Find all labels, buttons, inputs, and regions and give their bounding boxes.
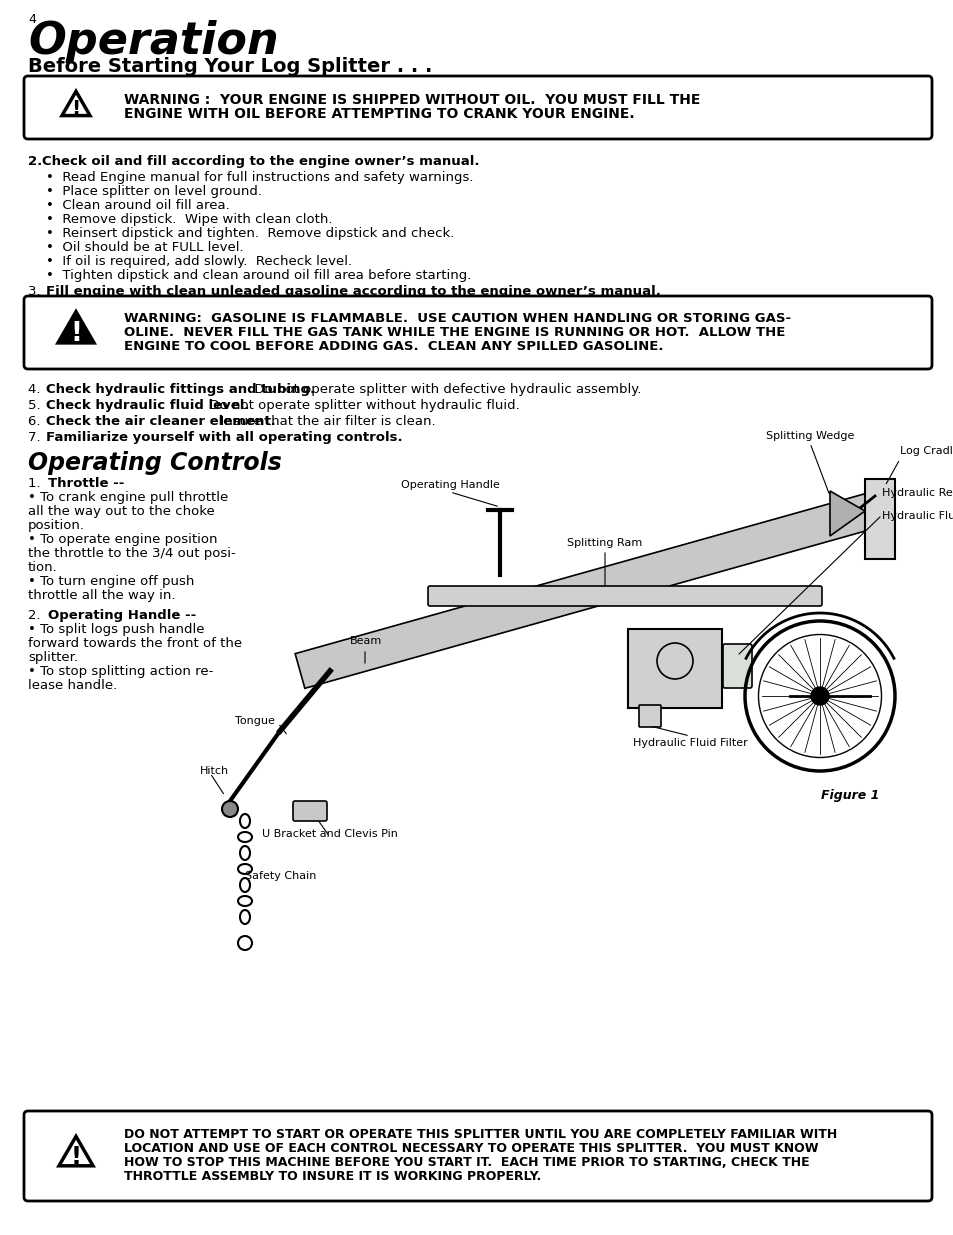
Polygon shape <box>59 1136 92 1166</box>
Text: •  Read Engine manual for full instructions and safety warnings.: • Read Engine manual for full instructio… <box>46 170 473 184</box>
Text: Check hydraulic fluid level.: Check hydraulic fluid level. <box>46 399 250 412</box>
Text: THROTTLE ASSEMBLY TO INSURE IT IS WORKING PROPERLY.: THROTTLE ASSEMBLY TO INSURE IT IS WORKIN… <box>124 1171 540 1183</box>
Text: ENGINE TO COOL BEFORE ADDING GAS.  CLEAN ANY SPILLED GASOLINE.: ENGINE TO COOL BEFORE ADDING GAS. CLEAN … <box>124 340 662 353</box>
FancyBboxPatch shape <box>293 802 327 821</box>
Text: forward towards the front of the: forward towards the front of the <box>28 637 242 650</box>
Text: Splitting Wedge: Splitting Wedge <box>765 431 853 441</box>
Text: •  If oil is required, add slowly.  Recheck level.: • If oil is required, add slowly. Rechec… <box>46 254 352 268</box>
Text: Hydraulic Fluid Reservoir: Hydraulic Fluid Reservoir <box>882 511 953 521</box>
Text: •  Tighten dipstick and clean around oil fill area before starting.: • Tighten dipstick and clean around oil … <box>46 269 471 282</box>
Text: all the way out to the choke: all the way out to the choke <box>28 505 214 517</box>
Text: Do not operate splitter with defective hydraulic assembly.: Do not operate splitter with defective h… <box>246 383 640 396</box>
Text: 2.: 2. <box>28 609 49 622</box>
Text: Fill engine with clean unleaded gasoline according to the engine owner’s manual.: Fill engine with clean unleaded gasoline… <box>46 285 660 298</box>
FancyBboxPatch shape <box>639 705 660 727</box>
Text: WARNING :  YOUR ENGINE IS SHIPPED WITHOUT OIL.  YOU MUST FILL THE: WARNING : YOUR ENGINE IS SHIPPED WITHOUT… <box>124 94 700 107</box>
Text: Hydraulic Fluid Filter: Hydraulic Fluid Filter <box>632 739 746 748</box>
Polygon shape <box>294 494 874 688</box>
Text: U Bracket and Clevis Pin: U Bracket and Clevis Pin <box>262 829 397 839</box>
Text: 5.: 5. <box>28 399 49 412</box>
Circle shape <box>222 802 237 818</box>
Text: 4: 4 <box>28 14 36 26</box>
Text: LOCATION AND USE OF EACH CONTROL NECESSARY TO OPERATE THIS SPLITTER.  YOU MUST K: LOCATION AND USE OF EACH CONTROL NECESSA… <box>124 1142 818 1156</box>
Text: •  Oil should be at FULL level.: • Oil should be at FULL level. <box>46 241 243 254</box>
Text: •  Remove dipstick.  Wipe with clean cloth.: • Remove dipstick. Wipe with clean cloth… <box>46 212 333 226</box>
Text: •  Reinsert dipstick and tighten.  Remove dipstick and check.: • Reinsert dipstick and tighten. Remove … <box>46 227 454 240</box>
Text: Check oil and fill according to the engine owner’s manual.: Check oil and fill according to the engi… <box>42 156 479 168</box>
Text: HOW TO STOP THIS MACHINE BEFORE YOU START IT.  EACH TIME PRIOR TO STARTING, CHEC: HOW TO STOP THIS MACHINE BEFORE YOU STAR… <box>124 1156 809 1170</box>
Text: Check the air cleaner element.: Check the air cleaner element. <box>46 415 275 429</box>
Text: splitter.: splitter. <box>28 651 78 664</box>
Polygon shape <box>58 311 94 343</box>
Text: tion.: tion. <box>28 561 58 574</box>
Text: 7.: 7. <box>28 431 49 445</box>
Text: Hydraulic Return Hose: Hydraulic Return Hose <box>882 488 953 498</box>
Text: •  Clean around oil fill area.: • Clean around oil fill area. <box>46 199 230 212</box>
FancyBboxPatch shape <box>864 479 894 559</box>
Text: Throttle --: Throttle -- <box>48 477 124 490</box>
Text: 3.: 3. <box>28 285 49 298</box>
Text: !: ! <box>71 99 81 119</box>
Text: Safety Chain: Safety Chain <box>245 871 316 881</box>
Text: Log Cradle: Log Cradle <box>899 446 953 456</box>
Text: Check hydraulic fittings and tubing.: Check hydraulic fittings and tubing. <box>46 383 314 396</box>
FancyBboxPatch shape <box>24 296 931 369</box>
Text: position.: position. <box>28 519 85 532</box>
Text: • To operate engine position: • To operate engine position <box>28 534 217 546</box>
Text: lease handle.: lease handle. <box>28 679 117 692</box>
Text: Operating Handle --: Operating Handle -- <box>48 609 196 622</box>
Polygon shape <box>829 492 864 536</box>
Text: 6.: 6. <box>28 415 49 429</box>
Text: Before Starting Your Log Splitter . . .: Before Starting Your Log Splitter . . . <box>28 57 432 77</box>
Text: intervals, check: intervals, check <box>42 91 152 105</box>
Text: Do not operate splitter without hydraulic fluid.: Do not operate splitter without hydrauli… <box>201 399 519 412</box>
Text: •  Place splitter on level ground.: • Place splitter on level ground. <box>46 185 262 198</box>
Text: Familiarize yourself with all operating controls.: Familiarize yourself with all operating … <box>46 431 402 445</box>
Text: !: ! <box>71 1146 81 1170</box>
Text: the throttle to the 3/4 out posi-: the throttle to the 3/4 out posi- <box>28 547 235 559</box>
Text: Tongue: Tongue <box>234 716 274 726</box>
Text: fasteners and tighten securely as required.: fasteners and tighten securely as requir… <box>142 91 434 105</box>
Text: ENGINE WITH OIL BEFORE ATTEMPTING TO CRANK YOUR ENGINE.: ENGINE WITH OIL BEFORE ATTEMPTING TO CRA… <box>124 107 634 121</box>
Text: WARNING:  GASOLINE IS FLAMMABLE.  USE CAUTION WHEN HANDLING OR STORING GAS-: WARNING: GASOLINE IS FLAMMABLE. USE CAUT… <box>124 312 790 325</box>
Text: • To stop splitting action re-: • To stop splitting action re- <box>28 664 213 678</box>
Text: !: ! <box>70 321 82 347</box>
FancyBboxPatch shape <box>428 585 821 606</box>
Text: • To crank engine pull throttle: • To crank engine pull throttle <box>28 492 228 504</box>
Text: Insure that the air filter is clean.: Insure that the air filter is clean. <box>213 415 436 429</box>
Text: 1.: 1. <box>28 477 49 490</box>
Text: 1.: 1. <box>28 77 45 90</box>
Text: DO NOT ATTEMPT TO START OR OPERATE THIS SPLITTER UNTIL YOU ARE COMPLETELY FAMILI: DO NOT ATTEMPT TO START OR OPERATE THIS … <box>124 1129 837 1141</box>
Text: Operating Handle: Operating Handle <box>400 480 499 490</box>
Text: Splitting Ram: Splitting Ram <box>567 538 642 548</box>
FancyBboxPatch shape <box>722 643 751 688</box>
Text: 2.: 2. <box>28 156 47 168</box>
Text: throttle all the way in.: throttle all the way in. <box>28 589 175 601</box>
Text: Operating Controls: Operating Controls <box>28 451 281 475</box>
FancyBboxPatch shape <box>24 77 931 140</box>
Text: Beam: Beam <box>350 636 382 646</box>
Polygon shape <box>62 91 90 116</box>
Text: Check your Log Splitter.: Check your Log Splitter. <box>42 77 221 90</box>
Text: all: all <box>129 91 147 105</box>
Text: • To turn engine off push: • To turn engine off push <box>28 576 194 588</box>
Text: 4.: 4. <box>28 383 49 396</box>
Text: Operation: Operation <box>28 20 278 63</box>
FancyBboxPatch shape <box>24 1112 931 1200</box>
Text: • To split logs push handle: • To split logs push handle <box>28 622 204 636</box>
Circle shape <box>810 687 828 705</box>
FancyBboxPatch shape <box>627 629 721 708</box>
Text: Hitch: Hitch <box>200 766 229 776</box>
Text: Figure 1: Figure 1 <box>820 789 879 802</box>
Text: OLINE.  NEVER FILL THE GAS TANK WHILE THE ENGINE IS RUNNING OR HOT.  ALLOW THE: OLINE. NEVER FILL THE GAS TANK WHILE THE… <box>124 326 784 338</box>
Text: Be sure all bolts are tight.  After several hours of operating and at periodic m: Be sure all bolts are tight. After sever… <box>167 77 765 90</box>
